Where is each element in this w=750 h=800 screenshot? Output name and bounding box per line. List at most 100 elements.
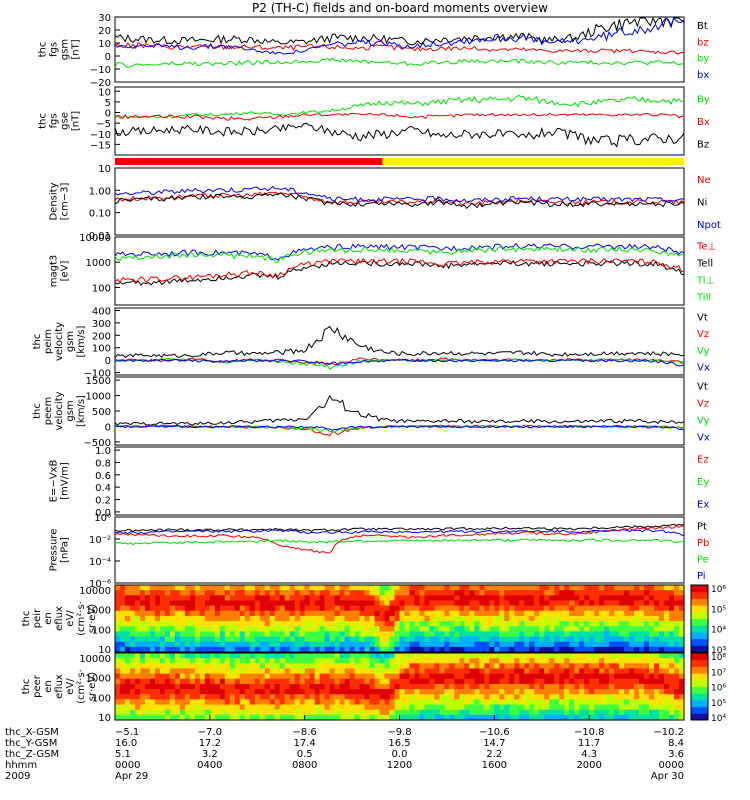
y-axis-label-line: thc <box>38 113 49 129</box>
spectrogram-cell <box>444 653 451 659</box>
spectrogram-cell <box>224 590 231 596</box>
ephemeris-value: 0400 <box>197 760 222 771</box>
spectrogram-cell <box>479 646 485 653</box>
spectrogram-cell <box>454 699 460 706</box>
spectrogram-cell <box>169 683 176 690</box>
spectrogram-cell <box>194 653 201 659</box>
spectrogram-cell <box>309 694 316 700</box>
spectrogram-cell <box>534 615 540 622</box>
spectrogram-cell <box>579 595 585 602</box>
spectrogram-cell <box>199 595 206 602</box>
spectrogram-cell <box>569 668 575 675</box>
y-tick-label: 0.4 <box>95 483 111 494</box>
spectrogram-cell <box>359 626 366 632</box>
spectrogram-cell <box>334 673 341 680</box>
spectrogram-cell <box>294 605 301 612</box>
series-line-Te⊥ <box>114 257 685 284</box>
spectrogram-cell <box>664 663 670 670</box>
spectrogram-cell <box>359 605 366 612</box>
spectrogram-cell <box>669 636 675 643</box>
spectrogram-cell <box>654 663 660 670</box>
spectrogram-cell <box>354 663 361 670</box>
spectrogram-cell <box>339 636 346 643</box>
spectrogram-cell <box>444 699 451 706</box>
spectrogram-cell <box>369 678 376 685</box>
spectrogram-cell <box>669 626 675 632</box>
spectrogram-cell <box>484 641 490 648</box>
spectrogram-cell <box>209 714 216 721</box>
spectrogram-cell <box>499 714 505 721</box>
spectrogram-cell <box>189 699 196 706</box>
spectrogram-cell <box>139 709 146 716</box>
spectrogram-cell <box>474 689 480 695</box>
spectrogram-cell <box>589 694 595 700</box>
spectrogram-cell <box>609 714 615 721</box>
spectrogram-cell <box>349 709 356 716</box>
spectrogram-cell <box>479 595 485 602</box>
spectrogram-cell <box>254 590 261 596</box>
spectrogram-cell <box>564 641 570 648</box>
spectrogram-cell <box>249 678 256 685</box>
spectrogram-cell <box>424 653 431 659</box>
spectrogram-cell <box>499 704 505 711</box>
spectrogram-cell <box>434 653 441 659</box>
spectrogram-cell <box>244 590 251 596</box>
spectrogram-cell <box>139 636 146 643</box>
spectrogram-cell <box>409 610 416 617</box>
spectrogram-cell <box>624 683 630 690</box>
spectrogram-cell <box>289 631 296 638</box>
spectrogram-cell <box>154 689 161 695</box>
spectrogram-cell <box>569 699 575 706</box>
spectrogram-cell <box>639 600 645 607</box>
spectrogram-cell <box>389 709 396 716</box>
spectrogram-cell <box>654 714 660 721</box>
spectrogram-cell <box>409 699 416 706</box>
spectrogram-cell <box>364 641 371 648</box>
spectrogram-cell <box>339 595 346 602</box>
spectrogram-cell <box>569 663 575 670</box>
spectrogram-cell <box>119 626 126 632</box>
y-tick-label: 10⁻⁴ <box>89 557 111 568</box>
spectrogram-cell <box>619 595 625 602</box>
spectrogram-cell <box>334 615 341 622</box>
spectrogram-cell <box>674 641 680 648</box>
spectrogram-cell <box>354 595 361 602</box>
spectrogram-cell <box>174 678 181 685</box>
spectrogram-cell <box>269 683 276 690</box>
spectrogram-cell <box>144 699 151 706</box>
y-axis-label-line: velocity <box>54 322 65 361</box>
spectrogram-cell <box>244 595 251 602</box>
y-tick-label: 10 <box>98 645 111 656</box>
spectrogram-cell <box>359 668 366 675</box>
y-tick-label: 1000 <box>86 674 111 685</box>
spectrogram-cell <box>304 585 311 591</box>
spectrogram-cell <box>264 631 271 638</box>
spectrogram-cell <box>224 605 231 612</box>
spectrogram-cell <box>634 678 640 685</box>
spectrogram-cell <box>314 658 321 664</box>
spectrogram-cell <box>314 621 321 627</box>
spectrogram-cell <box>574 673 580 680</box>
spectrogram-cell <box>124 646 131 653</box>
spectrogram-cell <box>249 709 256 716</box>
spectrogram-cell <box>149 595 156 602</box>
spectrogram-cell <box>454 631 460 638</box>
spectrogram-cell <box>149 600 156 607</box>
spectrogram-cell <box>669 678 675 685</box>
spectrogram-cell <box>589 641 595 648</box>
spectrogram-cell <box>115 689 121 695</box>
legend-entry: Vz <box>697 399 709 410</box>
spectrogram-cell <box>314 709 321 716</box>
spectrogram-cell <box>499 626 505 632</box>
spectrogram-cell <box>134 653 141 659</box>
spectrogram-cell <box>299 714 306 721</box>
spectrogram-cell <box>309 626 316 632</box>
spectrogram-cell <box>364 714 371 721</box>
y-axis-label-line: [nT] <box>71 39 82 59</box>
spectrogram-cell <box>419 636 426 643</box>
spectrogram-cell <box>309 636 316 643</box>
spectrogram-cell <box>214 678 221 685</box>
spectrogram-cell <box>489 699 495 706</box>
spectrogram-cell <box>144 590 151 596</box>
spectrogram-cell <box>559 600 565 607</box>
